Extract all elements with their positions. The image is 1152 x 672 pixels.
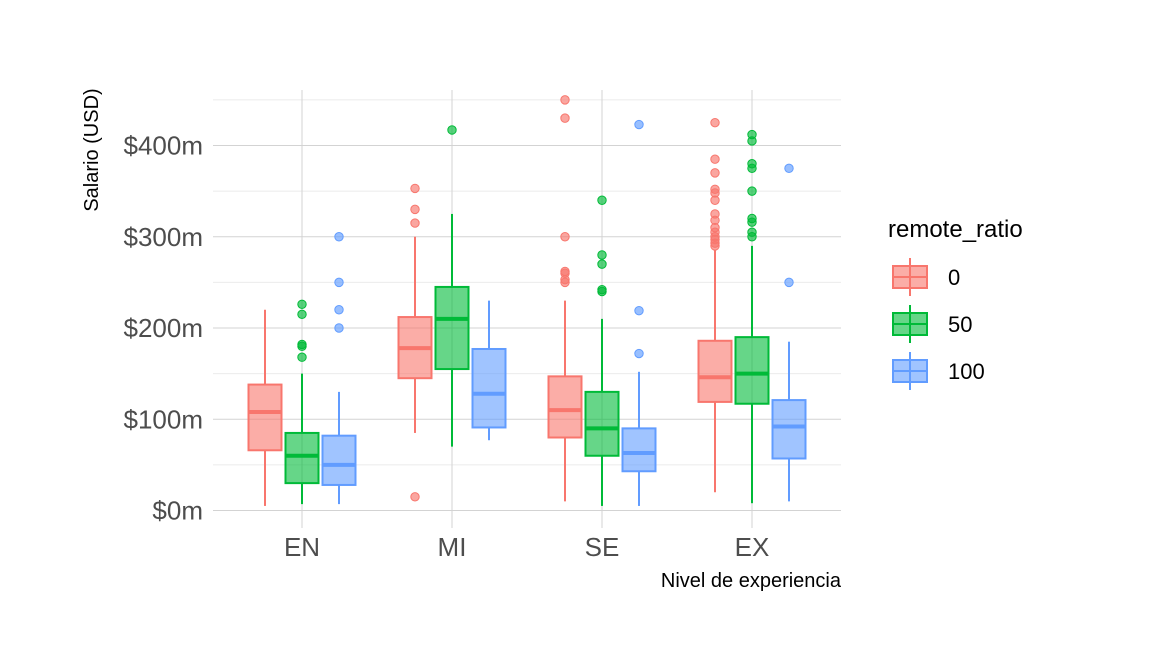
box-iqr (697, 339, 733, 403)
box-EN-50 (284, 299, 320, 505)
outlier-point (710, 117, 720, 128)
box-SE-50 (584, 195, 620, 506)
box-SE-0 (547, 95, 583, 502)
y-tick-label: $200m (124, 313, 204, 343)
outlier-point (560, 113, 570, 123)
legend-label: 0 (948, 265, 960, 290)
outlier-point (410, 183, 420, 194)
outlier-point (297, 352, 307, 362)
box-iqr (247, 383, 283, 452)
legend-label: 50 (948, 312, 972, 337)
box-EX-0 (697, 117, 733, 493)
box-iqr (434, 285, 470, 371)
outlier-point (334, 323, 344, 333)
outlier-point (597, 195, 607, 205)
outlier-point (634, 348, 644, 359)
outlier-point (447, 125, 457, 135)
legend: remote_ratio 0 50 100 (888, 216, 1023, 390)
box-iqr (621, 427, 657, 473)
y-tick-label: $400m (124, 131, 204, 161)
box-iqr (771, 399, 807, 460)
outlier-point (334, 232, 344, 242)
outlier-point (784, 277, 794, 288)
axis-labels: $0m $100m $200m $300m $400m EN MI SE EX (124, 131, 770, 563)
outlier-point (560, 232, 570, 242)
x-tick-label: EN (284, 532, 320, 562)
outlier-point (410, 204, 420, 215)
box-iqr (734, 336, 770, 405)
outlier-point (634, 305, 644, 316)
outlier-point (297, 309, 307, 320)
box-iqr (471, 347, 507, 429)
outlier-point (410, 218, 420, 228)
box-EX-100 (771, 163, 807, 502)
outlier-point (747, 186, 757, 196)
box-iqr (284, 431, 320, 485)
outlier-point (297, 299, 307, 309)
outlier-point (597, 259, 607, 269)
outlier-point (710, 168, 720, 178)
legend-item-0: 0 (892, 258, 960, 296)
box-iqr (321, 434, 357, 486)
outlier-point (710, 154, 720, 164)
box-EN-100 (321, 232, 357, 505)
outlier-point (710, 184, 720, 195)
box-SE-100 (621, 119, 657, 506)
box-EX-50 (734, 129, 770, 504)
y-axis-title: Salario (USD) (81, 88, 103, 211)
x-axis-title: Nivel de experiencia (661, 570, 842, 592)
outlier-point (560, 266, 570, 277)
outlier-point (784, 163, 794, 174)
x-tick-label: EX (735, 532, 770, 562)
y-tick-label: $300m (124, 222, 204, 252)
outlier-point (597, 250, 607, 260)
box-iqr (547, 375, 583, 439)
outlier-point (747, 227, 757, 237)
outlier-point (334, 277, 344, 288)
box-layer (247, 95, 807, 506)
outlier-point (410, 492, 420, 502)
outlier-point (747, 213, 757, 224)
legend-title: remote_ratio (888, 216, 1023, 243)
x-tick-label: MI (438, 532, 467, 562)
legend-label: 100 (948, 359, 985, 384)
outlier-point (597, 284, 607, 295)
box-MI-50 (434, 125, 470, 447)
legend-item-50: 50 (892, 305, 972, 343)
x-tick-label: SE (585, 532, 620, 562)
outlier-point (297, 339, 307, 350)
outlier-point (747, 159, 757, 169)
box-iqr (584, 390, 620, 457)
box-EN-0 (247, 309, 283, 506)
outlier-point (747, 129, 757, 140)
outlier-point (334, 305, 344, 315)
outlier-point (634, 119, 644, 130)
y-tick-label: $0m (152, 496, 203, 526)
box-MI-0 (397, 183, 433, 502)
outlier-point (560, 95, 570, 105)
box-MI-100 (471, 300, 507, 441)
outlier-point (710, 209, 720, 219)
y-tick-label: $100m (124, 404, 204, 434)
legend-item-100: 100 (892, 352, 985, 390)
